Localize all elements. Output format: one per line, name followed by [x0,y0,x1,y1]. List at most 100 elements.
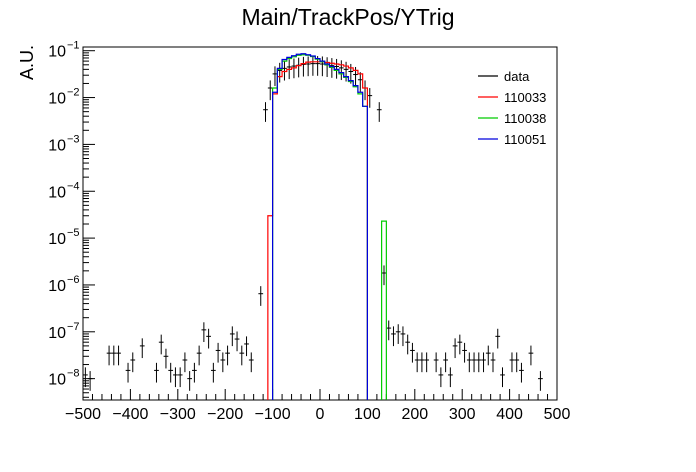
data-point [386,320,392,341]
data-point [206,328,211,349]
data-point [362,80,368,101]
x-tick-label: 0 [316,406,325,423]
data-point [229,326,235,347]
data-point [514,352,520,373]
data-point [225,345,230,366]
data-point [116,345,121,366]
data-point [367,88,373,108]
data-point [500,367,505,388]
data-point [400,326,406,347]
legend-label-110051: 110051 [504,132,546,147]
legend: data 110033 110038 110051 [478,69,546,147]
data-point [538,371,543,391]
data-point [443,352,448,373]
data-point [210,362,216,383]
data-point [462,342,467,363]
data-point [410,342,415,363]
x-tick-label: −200 [207,406,243,423]
data-point [485,345,491,366]
y-tick-label: 10 [48,137,66,154]
data-point [182,352,188,373]
x-tick-label: −500 [65,406,101,423]
data-point [471,352,477,373]
y-tick-exponent: −8 [67,368,80,380]
y-tick-exponent: −5 [67,227,80,239]
data-point [338,60,344,81]
data-point [433,352,439,373]
data-point [277,62,283,83]
data-point [391,326,396,347]
y-tick-exponent: −2 [67,87,80,99]
data-point [158,334,164,355]
data-point [192,362,197,383]
data-point [296,57,302,78]
data-point [263,102,268,122]
x-tick-label: 300 [449,406,476,423]
legend-label-data: data [504,69,530,84]
y-tick-exponent: −7 [67,321,80,333]
x-tick-label: 500 [544,406,571,423]
plot-frame [82,46,558,401]
data-point [452,338,458,359]
data-point [466,352,472,373]
data-point [495,328,501,349]
x-tick-label: −100 [255,406,291,423]
data-point [301,56,306,77]
legend-label-110033: 110033 [504,90,546,105]
y-axis: 10−810−710−610−510−410−310−210−1 [48,40,95,398]
data-point [324,57,330,77]
data-point [154,362,159,383]
y-tick-label: 10 [48,372,66,389]
y-tick-label: 10 [48,231,66,248]
data-point [414,352,420,373]
data-point [490,352,496,373]
data-point [111,345,117,366]
data-point [196,345,202,366]
data-point [447,367,453,388]
x-tick-label: 400 [496,406,523,423]
data-point [395,324,401,344]
data-point [320,56,325,77]
y-tick-label: 10 [48,184,66,201]
data-point [305,56,311,77]
data-point [220,352,226,373]
y-tick-exponent: −6 [67,274,80,286]
series-110033-line [267,61,368,400]
data-point [424,352,430,373]
data-point [476,352,482,373]
data-point [357,72,363,92]
data-point [343,61,349,82]
y-tick-label: 10 [48,278,66,295]
y-tick-exponent: −3 [67,133,80,145]
data-point [177,367,183,388]
data-point [87,371,93,391]
data-point [258,286,264,306]
legend-label-110038: 110038 [504,111,546,126]
data-point [519,362,524,383]
data-point [234,331,240,352]
data-point [405,334,411,355]
data-point [83,367,88,388]
chart-title: Main/TrackPos/YTrig [241,4,455,30]
data-point [187,371,193,391]
data-point [528,345,534,366]
data-point [163,348,169,369]
x-axis: −500 −400 −300 −200 −100 0 100 200 300 400 500 [65,389,570,423]
data-point [244,336,249,357]
data-point [282,60,287,81]
data-point [272,66,278,87]
x-tick-label: 100 [354,406,381,423]
data-point [130,352,136,373]
data-point [168,362,174,383]
x-tick-label: −400 [112,406,148,423]
data-point [438,367,444,388]
data-point [267,80,273,101]
data-point [310,56,316,76]
data-point [509,352,515,373]
data-point [173,367,178,388]
y-tick-label: 10 [48,44,66,61]
data-point [239,345,245,366]
y-tick-exponent: −4 [67,180,80,192]
y-axis-label: A.U. [17,45,37,80]
